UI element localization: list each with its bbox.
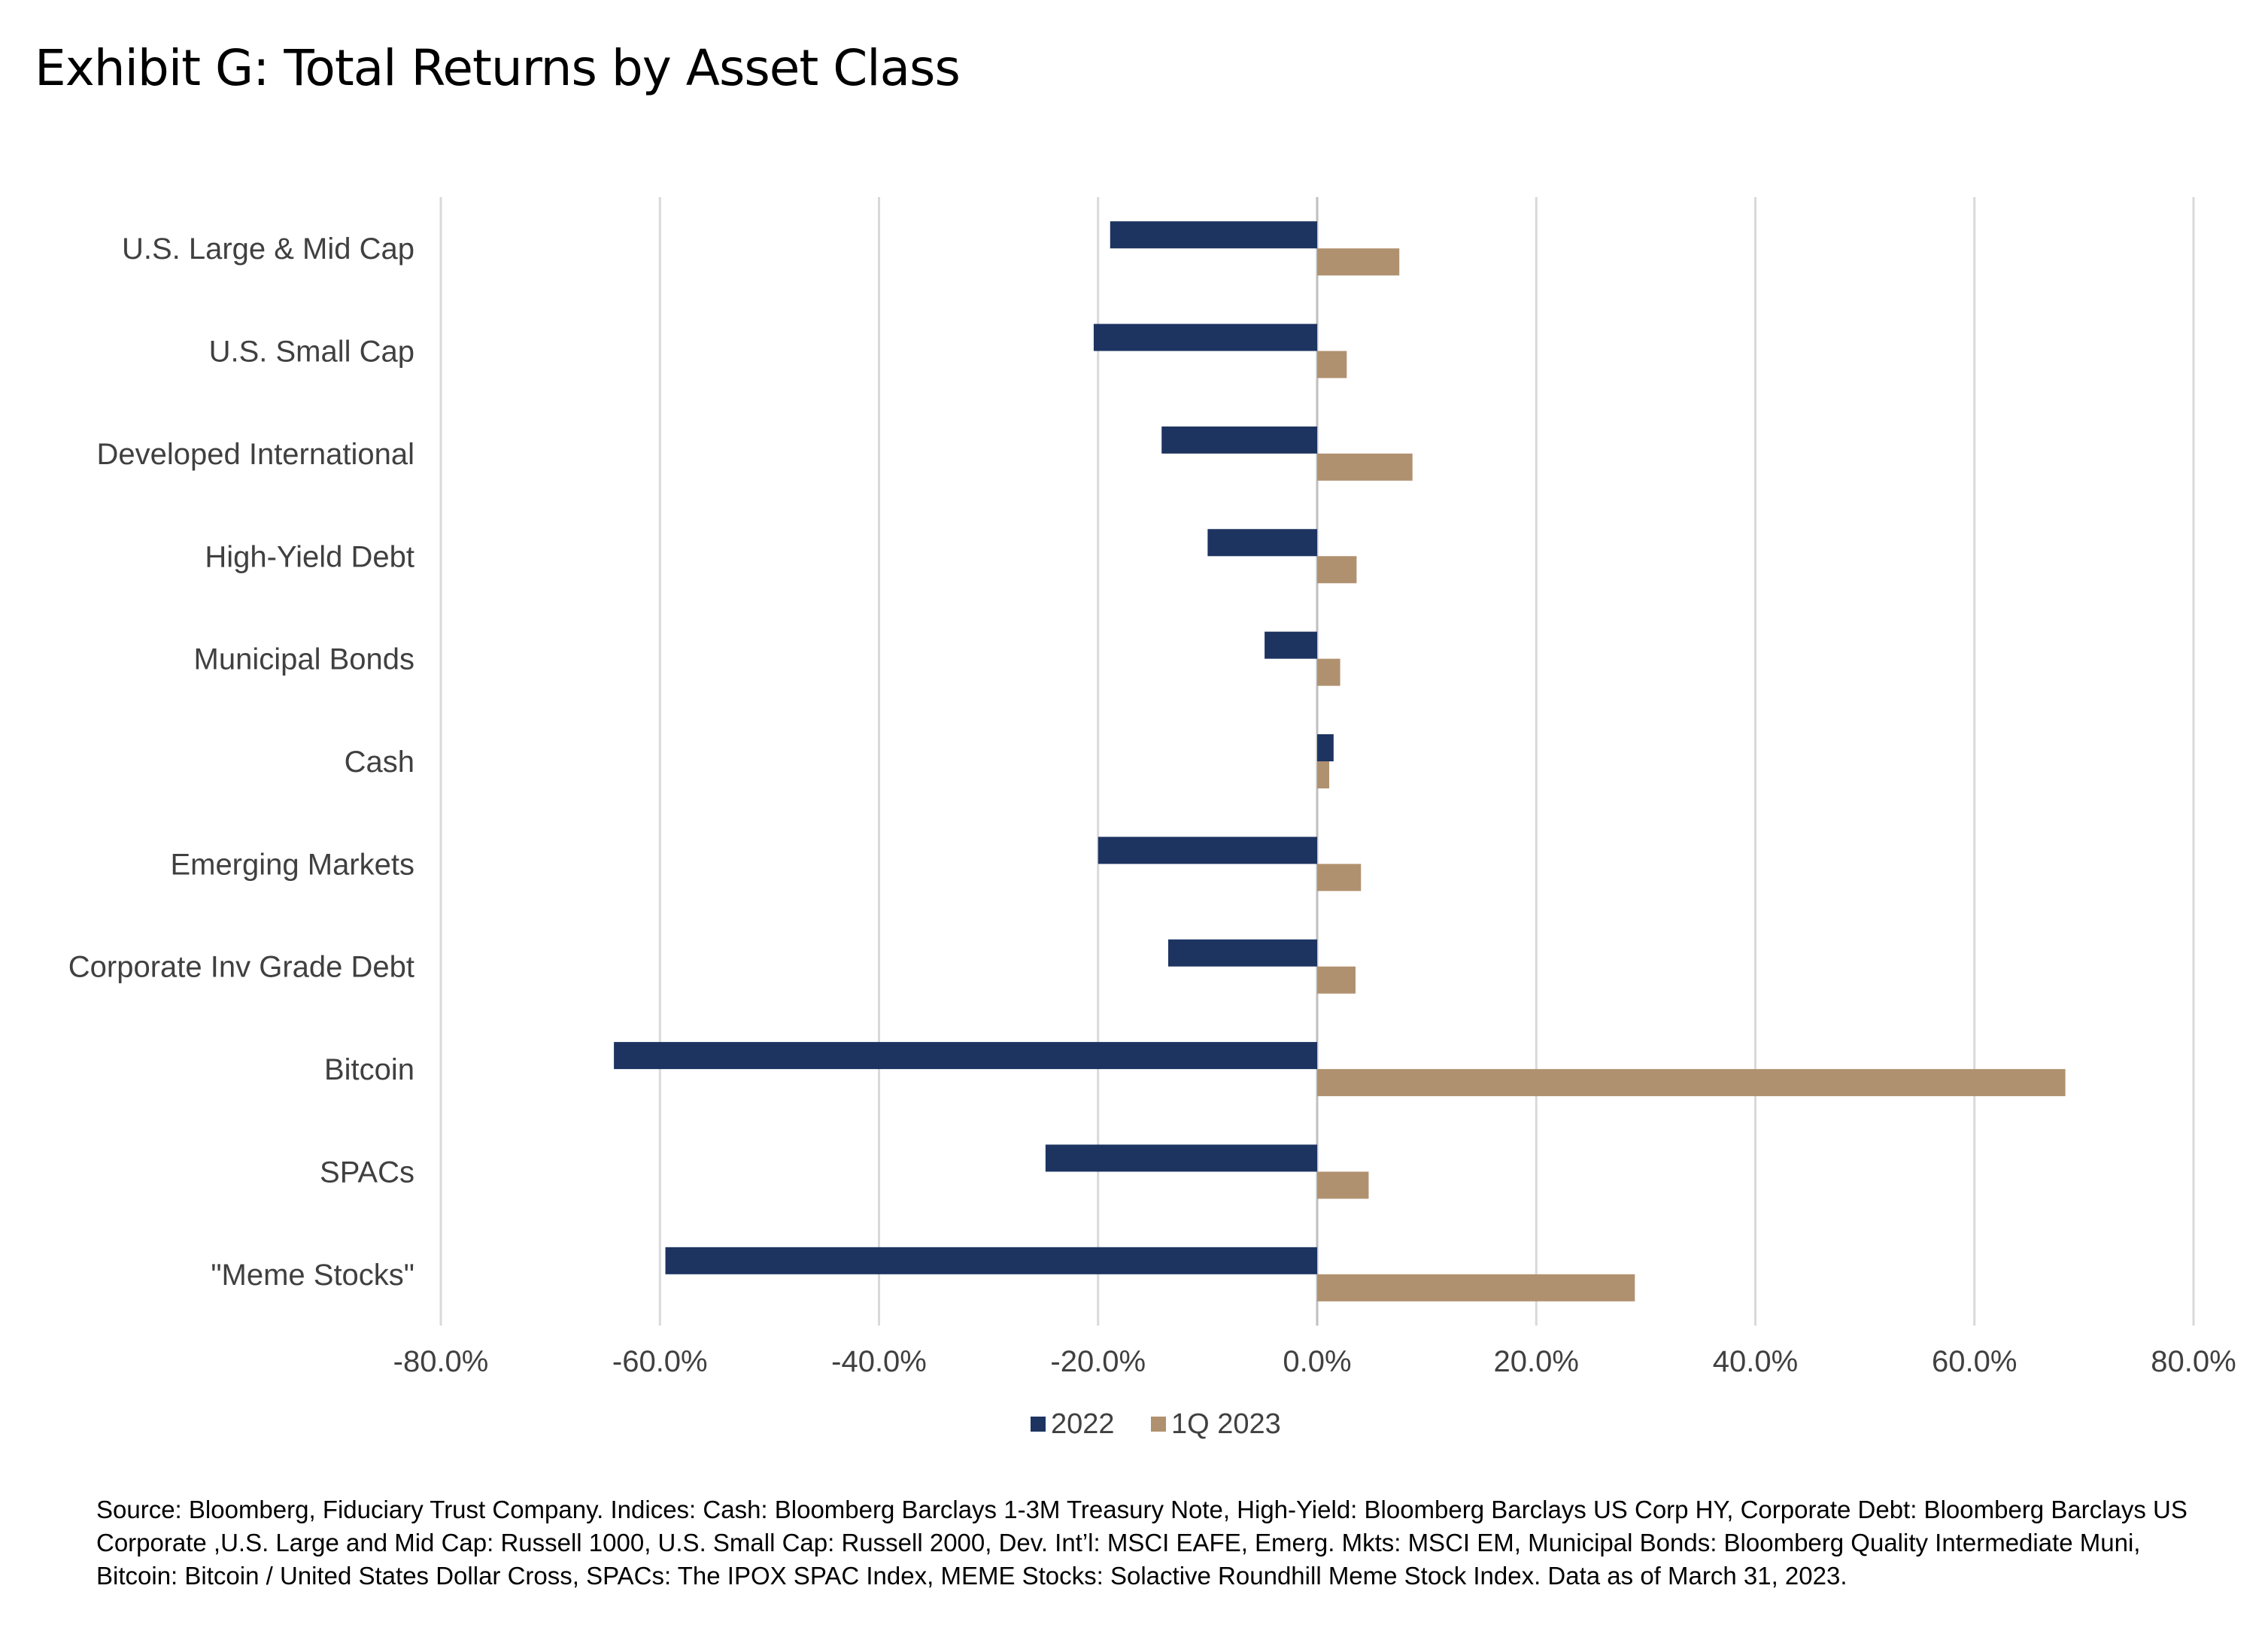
bar-1q-2023 — [1317, 761, 1330, 788]
bar-2022 — [1167, 939, 1317, 967]
bar-1q-2023 — [1317, 966, 1356, 994]
bar-1q-2023 — [1317, 453, 1413, 481]
x-axis-tick-labels: -80.0% -60.0% -40.0% -20.0% 0.0% 20.0% 40.0% 60… — [393, 1345, 2236, 1378]
chart-title: Exhibit G: Total Returns by Asset Class — [35, 39, 961, 97]
category-label: "Meme Stocks" — [211, 1259, 414, 1292]
category-label: Municipal Bonds — [194, 643, 415, 676]
category-label: Emerging Markets — [170, 848, 414, 881]
bar-2022 — [1317, 734, 1334, 761]
bar-2022 — [1098, 837, 1317, 864]
category-label: SPACs — [320, 1156, 414, 1189]
category-label: Developed International — [96, 438, 414, 471]
x-tick-label: -40.0% — [831, 1345, 927, 1378]
source-note: Source: Bloomberg, Fiduciary Trust Compa… — [96, 1496, 2188, 1590]
bars — [614, 221, 2066, 1301]
x-tick-label: 0.0% — [1283, 1345, 1351, 1378]
category-label: U.S. Small Cap — [209, 336, 414, 369]
category-label: Bitcoin — [324, 1053, 414, 1086]
category-label: High-Yield Debt — [205, 540, 414, 573]
bar-2022 — [665, 1247, 1317, 1274]
bar-1q-2023 — [1317, 556, 1357, 584]
category-labels: U.S. Large & Mid Cap U.S. Small Cap Develo… — [68, 232, 414, 1292]
bar-1q-2023 — [1317, 658, 1340, 686]
legend-swatch-1q-2023 — [1151, 1417, 1166, 1432]
bar-1q-2023 — [1317, 1171, 1369, 1199]
category-label: Corporate Inv Grade Debt — [68, 951, 414, 984]
category-label: Cash — [345, 746, 414, 779]
bar-1q-2023 — [1317, 864, 1362, 891]
bar-2022 — [1045, 1144, 1317, 1172]
category-label: U.S. Large & Mid Cap — [122, 232, 414, 266]
bar-2022 — [1207, 529, 1317, 557]
x-tick-label: 20.0% — [1494, 1345, 1579, 1378]
x-tick-label: -20.0% — [1050, 1345, 1146, 1378]
bar-1q-2023 — [1317, 248, 1400, 276]
legend: 2022 1Q 2023 — [1031, 1408, 1281, 1440]
bar-2022 — [614, 1042, 1317, 1070]
bar-2022 — [1265, 631, 1317, 659]
x-tick-label: -80.0% — [393, 1345, 489, 1378]
bar-2022 — [1093, 323, 1317, 351]
x-tick-label: 60.0% — [1932, 1345, 2017, 1378]
x-tick-label: 40.0% — [1713, 1345, 1798, 1378]
legend-label-1q-2023: 1Q 2023 — [1171, 1408, 1281, 1440]
legend-swatch-2022 — [1031, 1417, 1046, 1432]
x-tick-label: 80.0% — [2151, 1345, 2236, 1378]
x-tick-label: -60.0% — [612, 1345, 708, 1378]
bar-2022 — [1110, 221, 1317, 249]
bar-2022 — [1161, 426, 1317, 454]
bar-1q-2023 — [1317, 1274, 1635, 1301]
bar-1q-2023 — [1317, 1069, 2066, 1097]
legend-label-2022: 2022 — [1051, 1408, 1115, 1440]
bar-1q-2023 — [1317, 351, 1347, 378]
